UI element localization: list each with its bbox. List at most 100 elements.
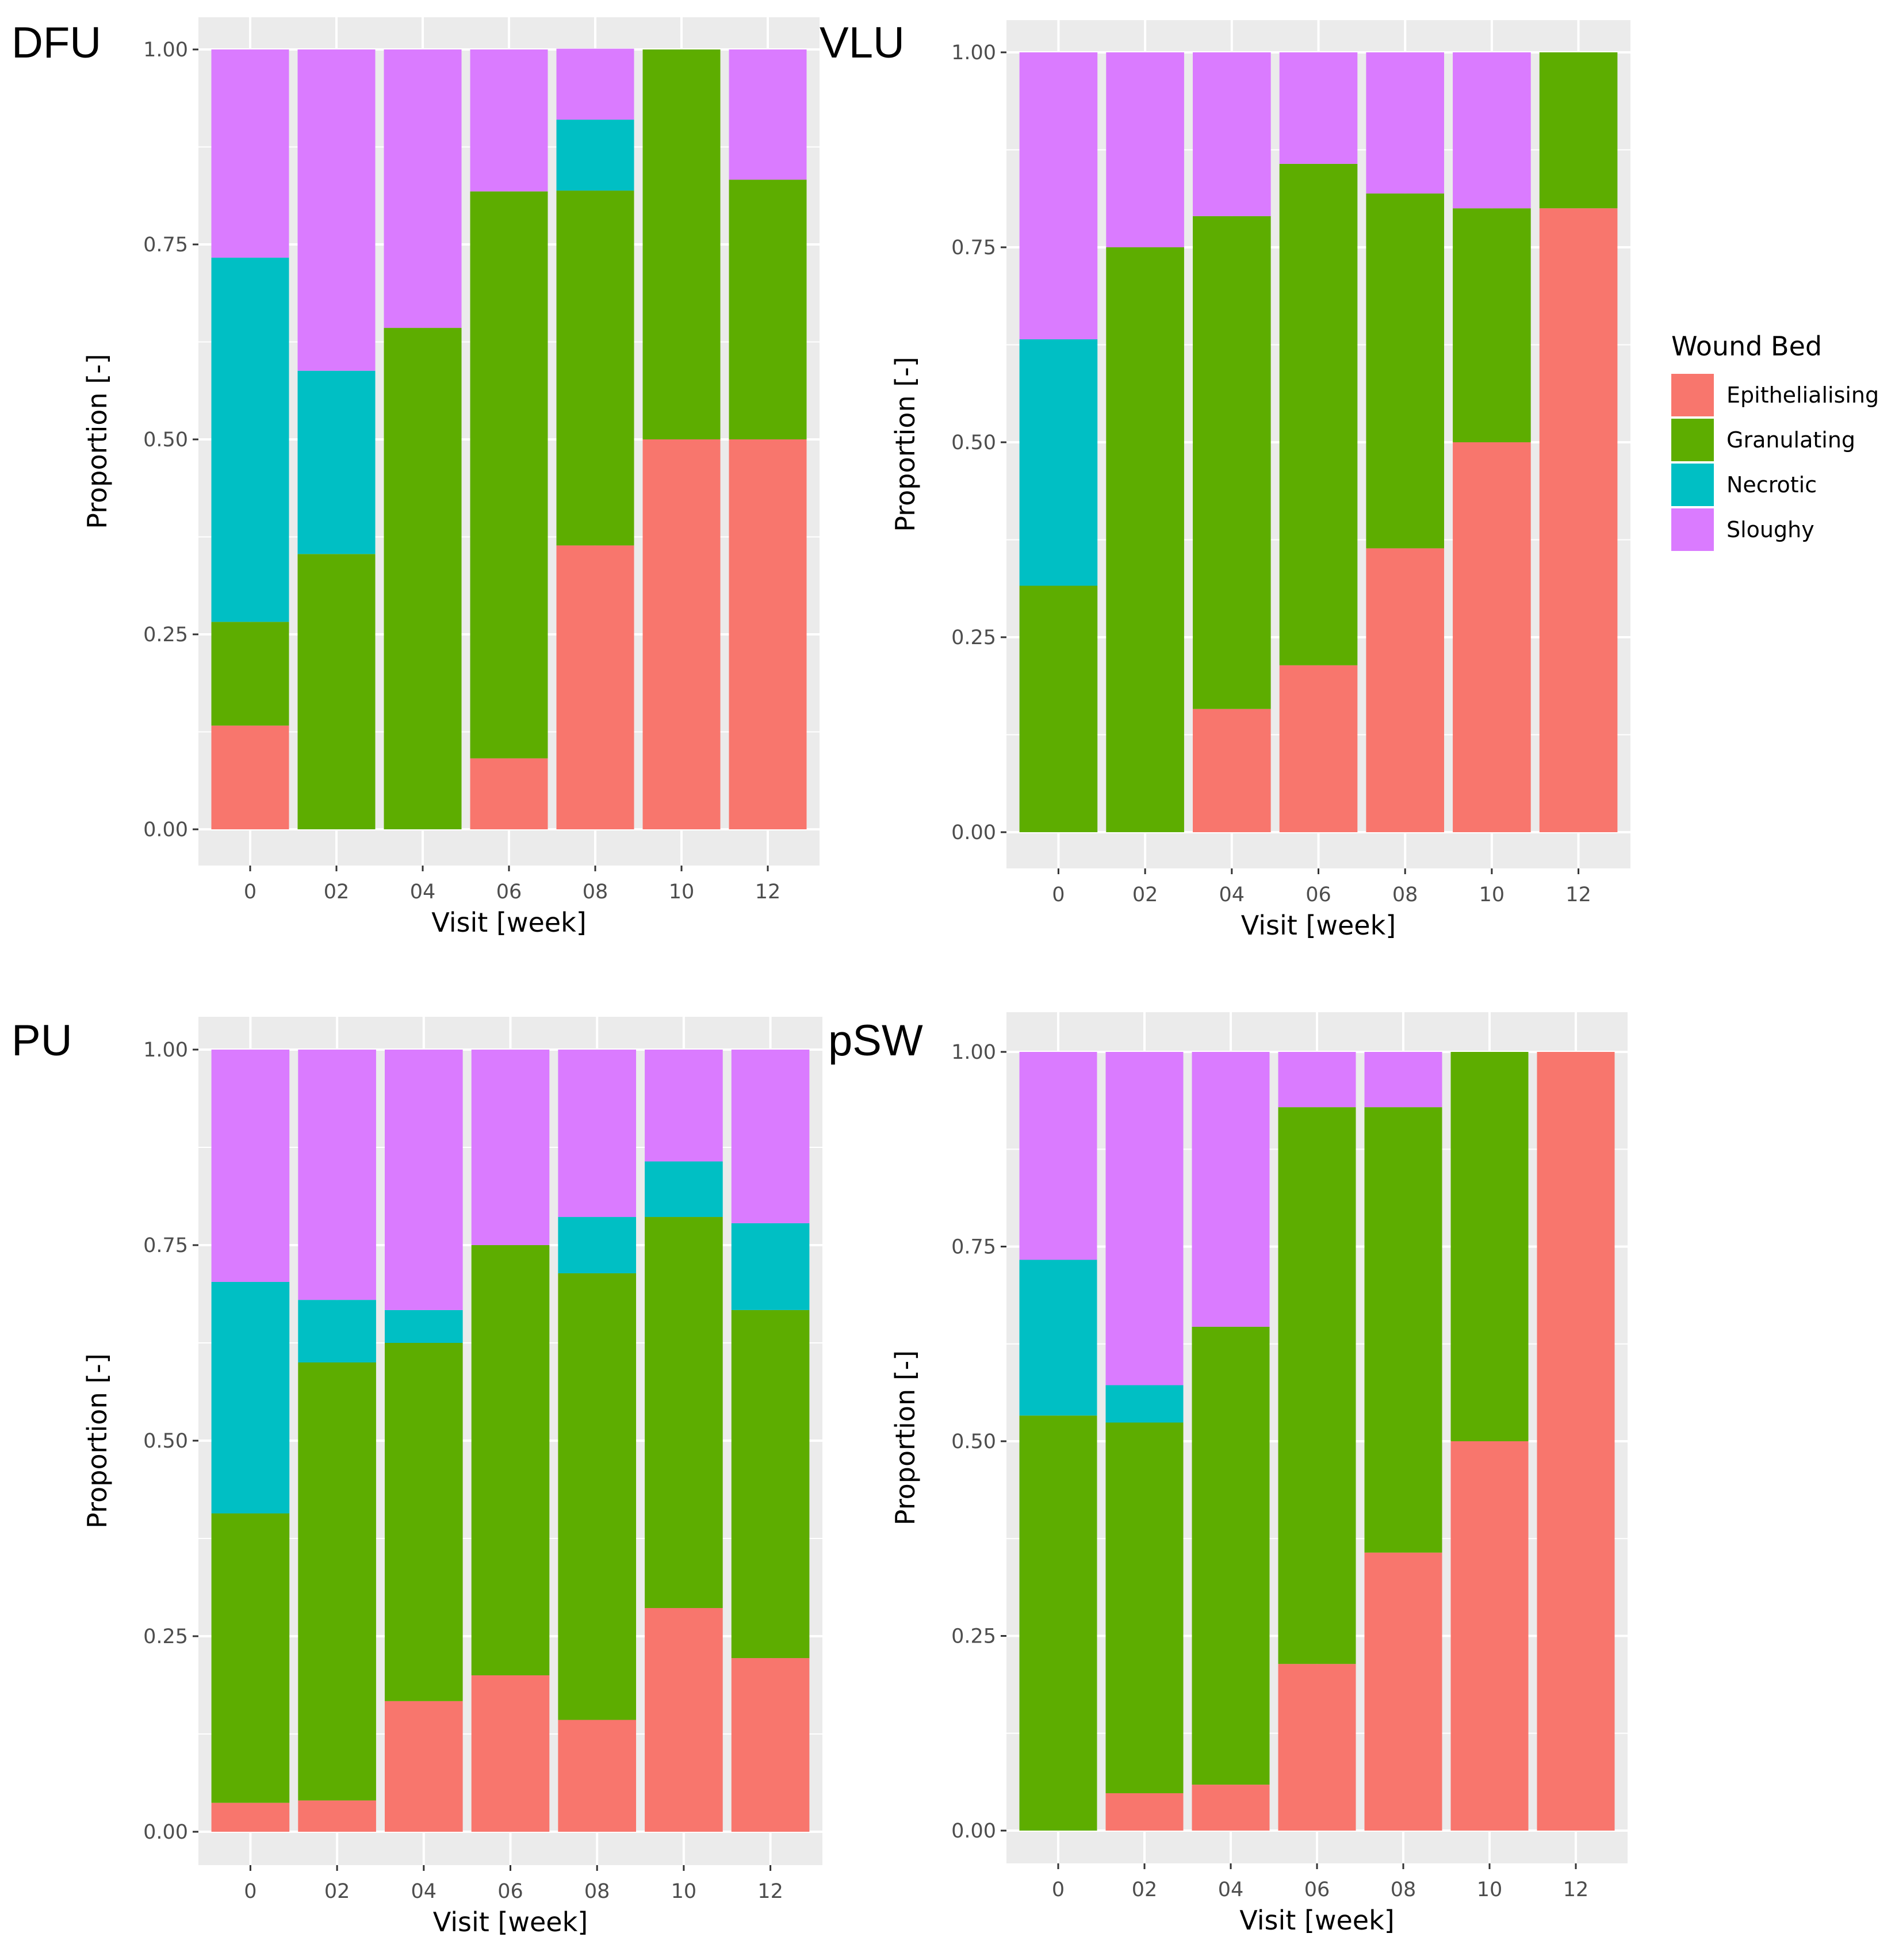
bar-segment-granulating [1279,163,1358,665]
bar-segment-granulating [642,49,721,439]
bar-segment-granulating [1019,1415,1097,1831]
bar-segment-sloughy [1105,1052,1184,1385]
y-tick-label: 0.25 [951,1625,996,1648]
bar-segment-granulating [1278,1107,1356,1664]
x-tick-label: 10 [1477,1878,1503,1901]
bar-segment-granulating [645,1217,723,1609]
y-tick-label: 1.00 [143,1039,188,1062]
bar-segment-epithelialising [1192,709,1271,832]
legend-swatch-sloughy [1671,508,1714,551]
bar-segment-epithelialising [1450,1441,1529,1831]
bar-segment-epithelialising [1537,1052,1615,1831]
bar-segment-sloughy [729,49,807,180]
y-axis-title: Proportion [-] [82,1353,113,1528]
bar-segment-granulating [211,1513,290,1803]
bar-segment-epithelialising [211,725,289,829]
x-axis-title: Visit [week] [1239,1905,1394,1936]
x-axis-title: Visit [week] [433,1907,588,1938]
panel-label-pu: PU [12,1016,72,1065]
x-tick-label: 10 [671,1880,697,1903]
bar-segment-epithelialising [1105,1793,1184,1831]
bar-segment-granulating [1019,585,1098,832]
x-tick-label: 10 [1479,883,1505,906]
bar-segment-sloughy [470,49,548,192]
bar-segment-granulating [1453,208,1531,442]
bar-segment-sloughy [211,49,289,258]
bar-segment-granulating [298,1362,376,1801]
bar-segment-necrotic [297,370,376,554]
bar-segment-epithelialising [731,1658,810,1832]
x-tick-label: 06 [496,881,522,904]
chart-psw: 0.00 0.25 0.50 0.75 1.00 0 02 04 06 08 10 12 Visit [… [828,1012,1628,1936]
x-tick-label: 06 [1306,883,1331,906]
bar-segment-necrotic [558,1217,637,1273]
x-axis-title: Visit [week] [431,907,586,938]
bar-segment-epithelialising [558,1720,637,1832]
legend: Wound Bed Epithelialising Granulating Ne… [1671,331,1879,551]
bar-segment-granulating [1192,216,1271,709]
bar-segment-granulating [384,1343,463,1701]
y-tick-label: 0.75 [951,236,996,259]
bar-segment-sloughy [556,48,634,120]
x-tick-label: 06 [497,1880,523,1903]
y-tick-label: 0.50 [951,431,996,454]
panel-label-psw: pSW [828,1016,923,1065]
bar-segment-sloughy [731,1050,810,1223]
x-tick-label: 08 [583,881,608,904]
bar-segment-necrotic [645,1161,723,1218]
bar-segment-granulating [471,1245,550,1675]
y-tick-label: 0.75 [143,233,188,257]
chart-vlu: 0.00 0.25 0.50 0.75 1.00 0 02 04 06 08 10 12 Visit [… [820,18,1630,941]
x-tick-label: 02 [324,881,350,904]
y-tick-label: 0.25 [143,1625,188,1648]
bar-segment-granulating [556,190,634,546]
x-tick-label: 12 [1563,1878,1589,1901]
bar-segment-epithelialising [556,545,634,829]
bar-segment-epithelialising [642,439,721,829]
bar-segment-epithelialising [1279,665,1358,832]
y-tick-label: 0.25 [143,623,188,646]
x-tick-label: 08 [584,1880,610,1903]
bar-segment-necrotic [556,120,634,191]
y-tick-label: 1.00 [951,1041,996,1064]
x-tick-label: 08 [1391,1878,1417,1901]
bar-segment-sloughy [1106,52,1184,247]
bar-segment-sloughy [1019,52,1098,340]
bar-segment-granulating [1364,1107,1442,1553]
x-tick-label: 04 [410,881,436,904]
x-tick-label: 04 [1218,1878,1244,1901]
bar-segment-sloughy [1192,1052,1270,1327]
y-tick-label: 0.75 [143,1234,188,1257]
bar-segment-granulating [1106,247,1184,832]
bar-segment-sloughy [211,1050,290,1282]
y-tick-label: 0.50 [951,1430,996,1453]
bar-segment-epithelialising [1278,1664,1356,1831]
x-tick-label: 04 [1219,883,1245,906]
bar-segment-sloughy [384,1050,463,1310]
bar-segment-epithelialising [1192,1785,1270,1831]
bar-segment-granulating [1366,193,1445,549]
bar-segment-necrotic [211,258,289,622]
x-tick-label: 06 [1304,1878,1330,1901]
bar-segment-granulating [729,179,807,439]
bar-segment-epithelialising [729,439,807,829]
x-tick-label: 12 [1565,883,1591,906]
bar-segment-necrotic [298,1300,376,1362]
bar-segment-epithelialising [1453,442,1531,832]
x-tick-label: 10 [669,881,695,904]
bar-segment-sloughy [298,1050,376,1300]
y-tick-label: 0.00 [143,1821,188,1844]
bar-segment-sloughy [384,49,462,328]
legend-label-granulating: Granulating [1726,427,1855,453]
legend-title: Wound Bed [1671,331,1822,362]
x-tick-label: 0 [1052,883,1065,906]
y-tick-label: 0.50 [143,1430,188,1453]
bar-segment-granulating [1192,1326,1270,1785]
legend-label-necrotic: Necrotic [1726,472,1817,497]
bar-segment-necrotic [1105,1385,1184,1423]
bar-segment-necrotic [1019,1260,1097,1416]
chart-dfu: 0.00 0.25 0.50 0.75 1.00 0 02 04 06 08 10 12 Visit [… [12,17,820,938]
bar-segment-necrotic [731,1223,810,1310]
bar-segment-sloughy [1279,52,1358,164]
